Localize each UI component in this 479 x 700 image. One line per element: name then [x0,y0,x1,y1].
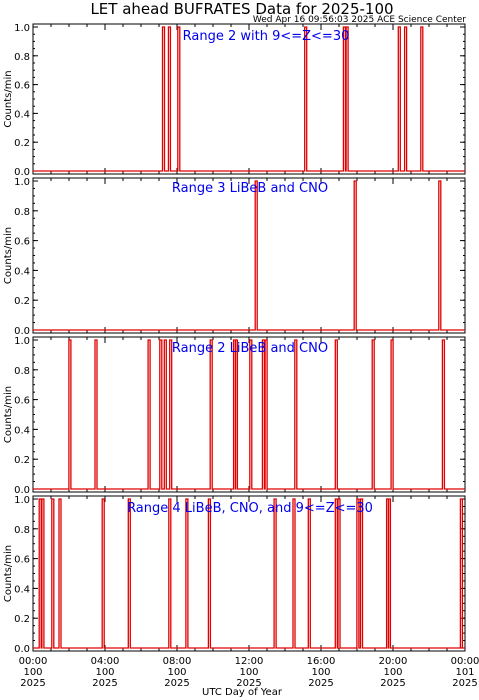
chart-title: LET ahead BUFRATES Data for 2025-100 [90,0,393,18]
y-tick-label: 0.6 [14,555,30,566]
y-tick-label: 0.8 [14,207,30,218]
x-tick-label-doy: 100 [239,667,258,678]
panel-label: Range 3 LiBeB and CNO [172,181,328,196]
x-axis-label: UTC Day of Year [202,687,283,698]
series-line [33,498,465,649]
y-tick-label: 0.0 [14,326,30,337]
series-line [33,26,465,172]
y-axis-label: Counts/min [3,386,14,443]
y-tick-label: 0.4 [14,584,30,595]
x-tick-label-doy: 100 [95,667,114,678]
x-tick-label-time: 12:00 [235,656,264,667]
timestamp-label: Wed Apr 16 09:56:03 2025 ACE Science Cen… [253,15,466,25]
panel-label: Range 2 LiBeB and CNO [172,341,328,356]
x-tick-label-year: 2025 [380,678,405,689]
x-tick-label-time: 16:00 [307,656,336,667]
panel-1: 0.0 0.2 0.4 0.6 0.8 1.0 Counts/min Range 2 with… [3,23,466,178]
series-line [33,180,465,331]
y-axis-label: Counts/min [3,70,14,127]
x-tick-label-time: 00:00 [19,656,48,667]
panel-label: Range 4 LiBeB, CNO, and 9<=Z<=30 [127,501,373,516]
panel-3: 0.0 0.2 0.4 0.6 0.8 1.0 Counts/min Range 2 LiBe… [3,336,466,496]
x-tick-label-time: 20:00 [379,656,408,667]
y-tick-label: 0.2 [14,614,30,625]
y-tick-label: 0.0 [14,644,30,655]
x-tick-label-year: 2025 [452,678,477,689]
x-tick-label-doy: 100 [23,667,42,678]
panel-frame [32,177,466,334]
y-tick-label: 0.6 [14,396,30,407]
panel-frame [32,336,466,493]
x-tick-label-time: 08:00 [163,656,192,667]
y-tick-label: 1.0 [14,177,30,188]
x-tick-label-year: 2025 [164,678,189,689]
series-line [33,339,465,490]
panel-4: 0.0 0.2 0.4 0.6 0.8 1.0 Counts/min Range 4 LiBe… [3,495,466,655]
panel-2: 0.0 0.2 0.4 0.6 0.8 1.0 Counts/min Range 3 LiBe… [3,177,466,337]
y-tick-label: 0.2 [14,138,30,149]
x-tick-label-time: 04:00 [91,656,120,667]
y-tick-label: 0.4 [14,425,30,436]
x-tick-label-doy: 100 [167,667,186,678]
y-tick-label: 0.2 [14,296,30,307]
y-axis-label: Counts/min [3,545,14,602]
x-tick-label-doy: 100 [311,667,330,678]
panel-frame [32,495,466,652]
y-tick-label: 0.8 [14,52,30,63]
x-tick-label-year: 2025 [236,678,261,689]
y-tick-label: 0.0 [14,485,30,496]
y-tick-label: 0.4 [14,109,30,120]
y-tick-label: 0.6 [14,237,30,248]
panel-label: Range 2 with 9<=Z<=30 [183,29,350,44]
y-tick-label: 1.0 [14,336,30,347]
y-tick-label: 0.2 [14,455,30,466]
y-axis-label: Counts/min [3,227,14,284]
y-tick-label: 0.8 [14,525,30,536]
x-tick-label-doy: 101 [455,667,474,678]
y-tick-label: 1.0 [14,495,30,506]
y-tick-label: 0.0 [14,167,30,178]
y-tick-label: 0.4 [14,266,30,277]
y-tick-label: 0.6 [14,81,30,92]
y-tick-label: 0.8 [14,366,30,377]
x-tick-label-year: 2025 [20,678,45,689]
y-tick-label: 1.0 [14,23,30,34]
x-tick-label-year: 2025 [308,678,333,689]
x-tick-label-year: 2025 [92,678,117,689]
x-tick-label-time: 00:00 [451,656,479,667]
x-tick-label-doy: 100 [383,667,402,678]
